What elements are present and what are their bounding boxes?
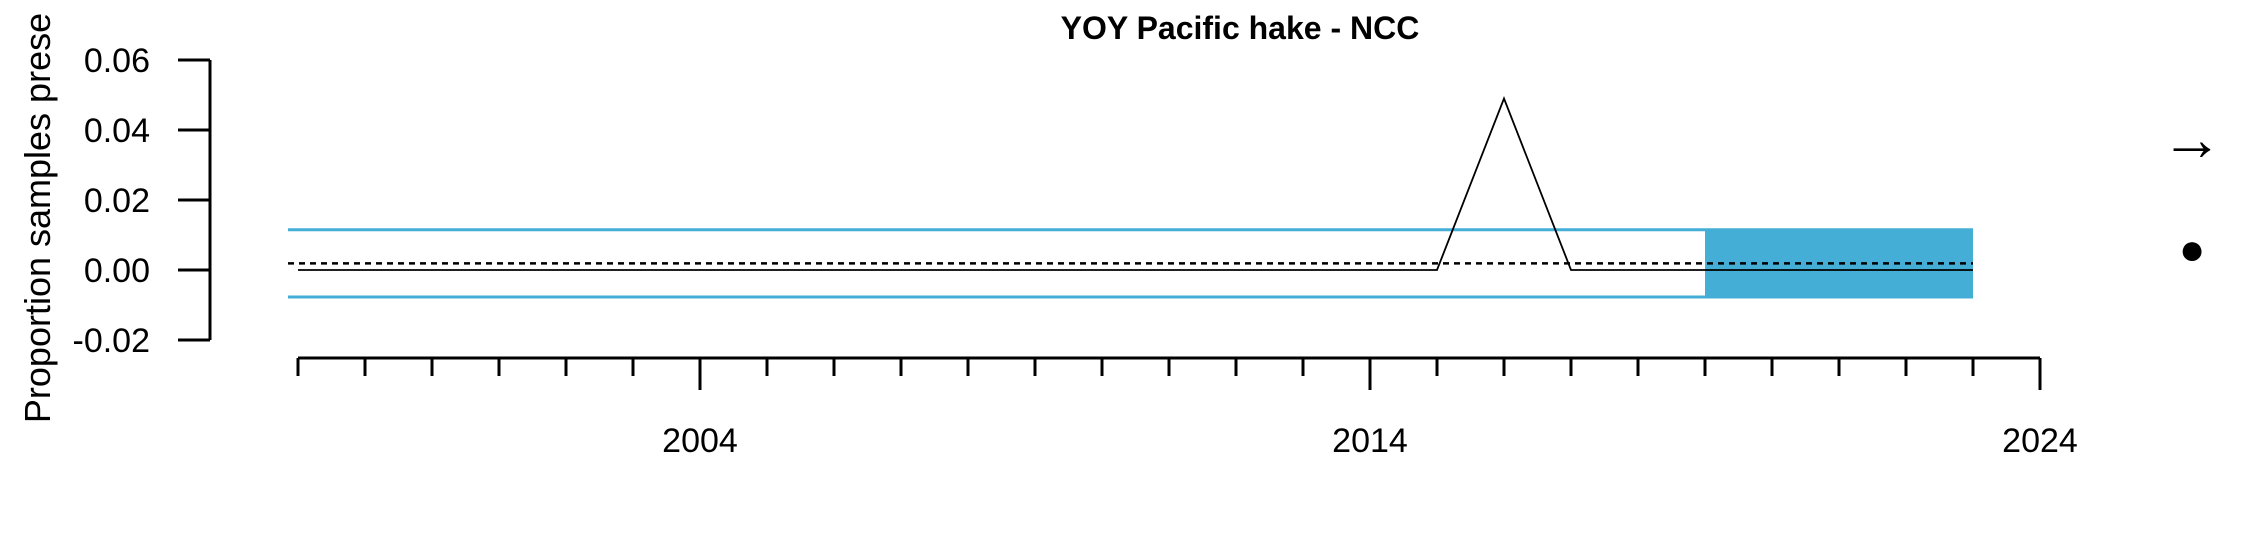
y-tick-label: 0.02	[84, 182, 150, 220]
x-tick-label: 2024	[2002, 422, 2078, 460]
mean-indicator-icon: ●	[2179, 225, 2206, 274]
trend-arrow-icon: →	[2161, 105, 2223, 174]
series-line	[298, 96, 1973, 271]
y-tick-label: 0.00	[84, 252, 150, 290]
chart-title: YOY Pacific hake - NCC	[1061, 10, 1420, 46]
y-tick-label: 0.04	[84, 112, 150, 150]
y-tick-label: -0.02	[73, 322, 151, 360]
sd-lines	[288, 228, 1973, 299]
x-tick-label: 2004	[662, 422, 738, 460]
series	[298, 96, 1973, 271]
x-tick-label: 2014	[1332, 422, 1408, 460]
y-tick-label: 0.06	[84, 42, 150, 80]
y-axis: -0.02 0.00 0.02 0.04 0.06	[73, 42, 212, 360]
x-axis: 2004 2014 2024	[296, 356, 2078, 460]
y-axis-label: Proportion samples prese	[17, 13, 58, 423]
